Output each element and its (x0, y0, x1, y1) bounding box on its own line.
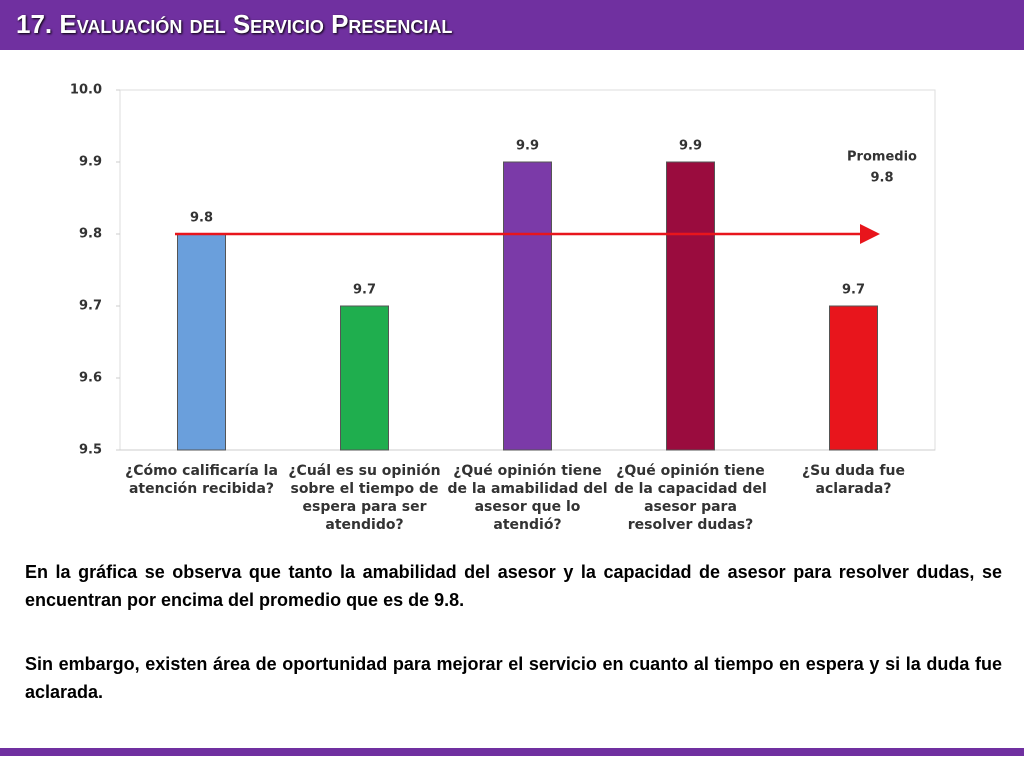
y-tick-label: 10.0 (70, 83, 102, 98)
x-tick-label: ¿Cómo calificaría la atención recibida? (125, 463, 278, 497)
x-tick-label: ¿Qué opinión tiene de la amabilidad del … (447, 463, 608, 533)
bar (666, 161, 715, 451)
footer-bar (0, 748, 1024, 756)
value-label: 9.7 (353, 283, 376, 298)
x-tick-label: ¿Su duda fue aclarada? (802, 463, 905, 497)
bar (177, 233, 226, 451)
y-tick-label: 9.8 (79, 227, 102, 242)
bar (503, 161, 552, 451)
y-tick-label: 9.7 (79, 299, 102, 314)
average-value: 9.8 (870, 171, 893, 186)
average-label: Promedio (847, 150, 917, 165)
value-label: 9.8 (190, 211, 213, 226)
x-tick-label: ¿Qué opinión tiene de la capacidad del a… (614, 463, 767, 533)
value-label: 9.9 (679, 139, 702, 154)
bar (829, 305, 878, 451)
value-label: 9.9 (516, 139, 539, 154)
header: 17. Evaluación del Servicio Presencial (0, 0, 1024, 50)
y-tick-label: 9.5 (79, 443, 102, 458)
y-tick-label: 9.9 (79, 155, 102, 170)
chart: 9.5 9.6 9.7 9.8 9.9 10.0 9.8 9.7 9.9 9.9 9.7 Promed… (70, 83, 936, 458)
slide-title: 17. Evaluación del Servicio Presencial (16, 9, 453, 39)
value-label: 9.7 (842, 283, 865, 298)
paragraph: En la gráfica se observa que tanto la am… (25, 562, 1002, 610)
x-tick-label: ¿Cuál es su opinión sobre el tiempo de e… (288, 463, 441, 533)
bar (340, 305, 389, 451)
paragraph: Sin embargo, existen área de oportunidad… (25, 654, 1002, 702)
y-tick-label: 9.6 (79, 371, 102, 386)
